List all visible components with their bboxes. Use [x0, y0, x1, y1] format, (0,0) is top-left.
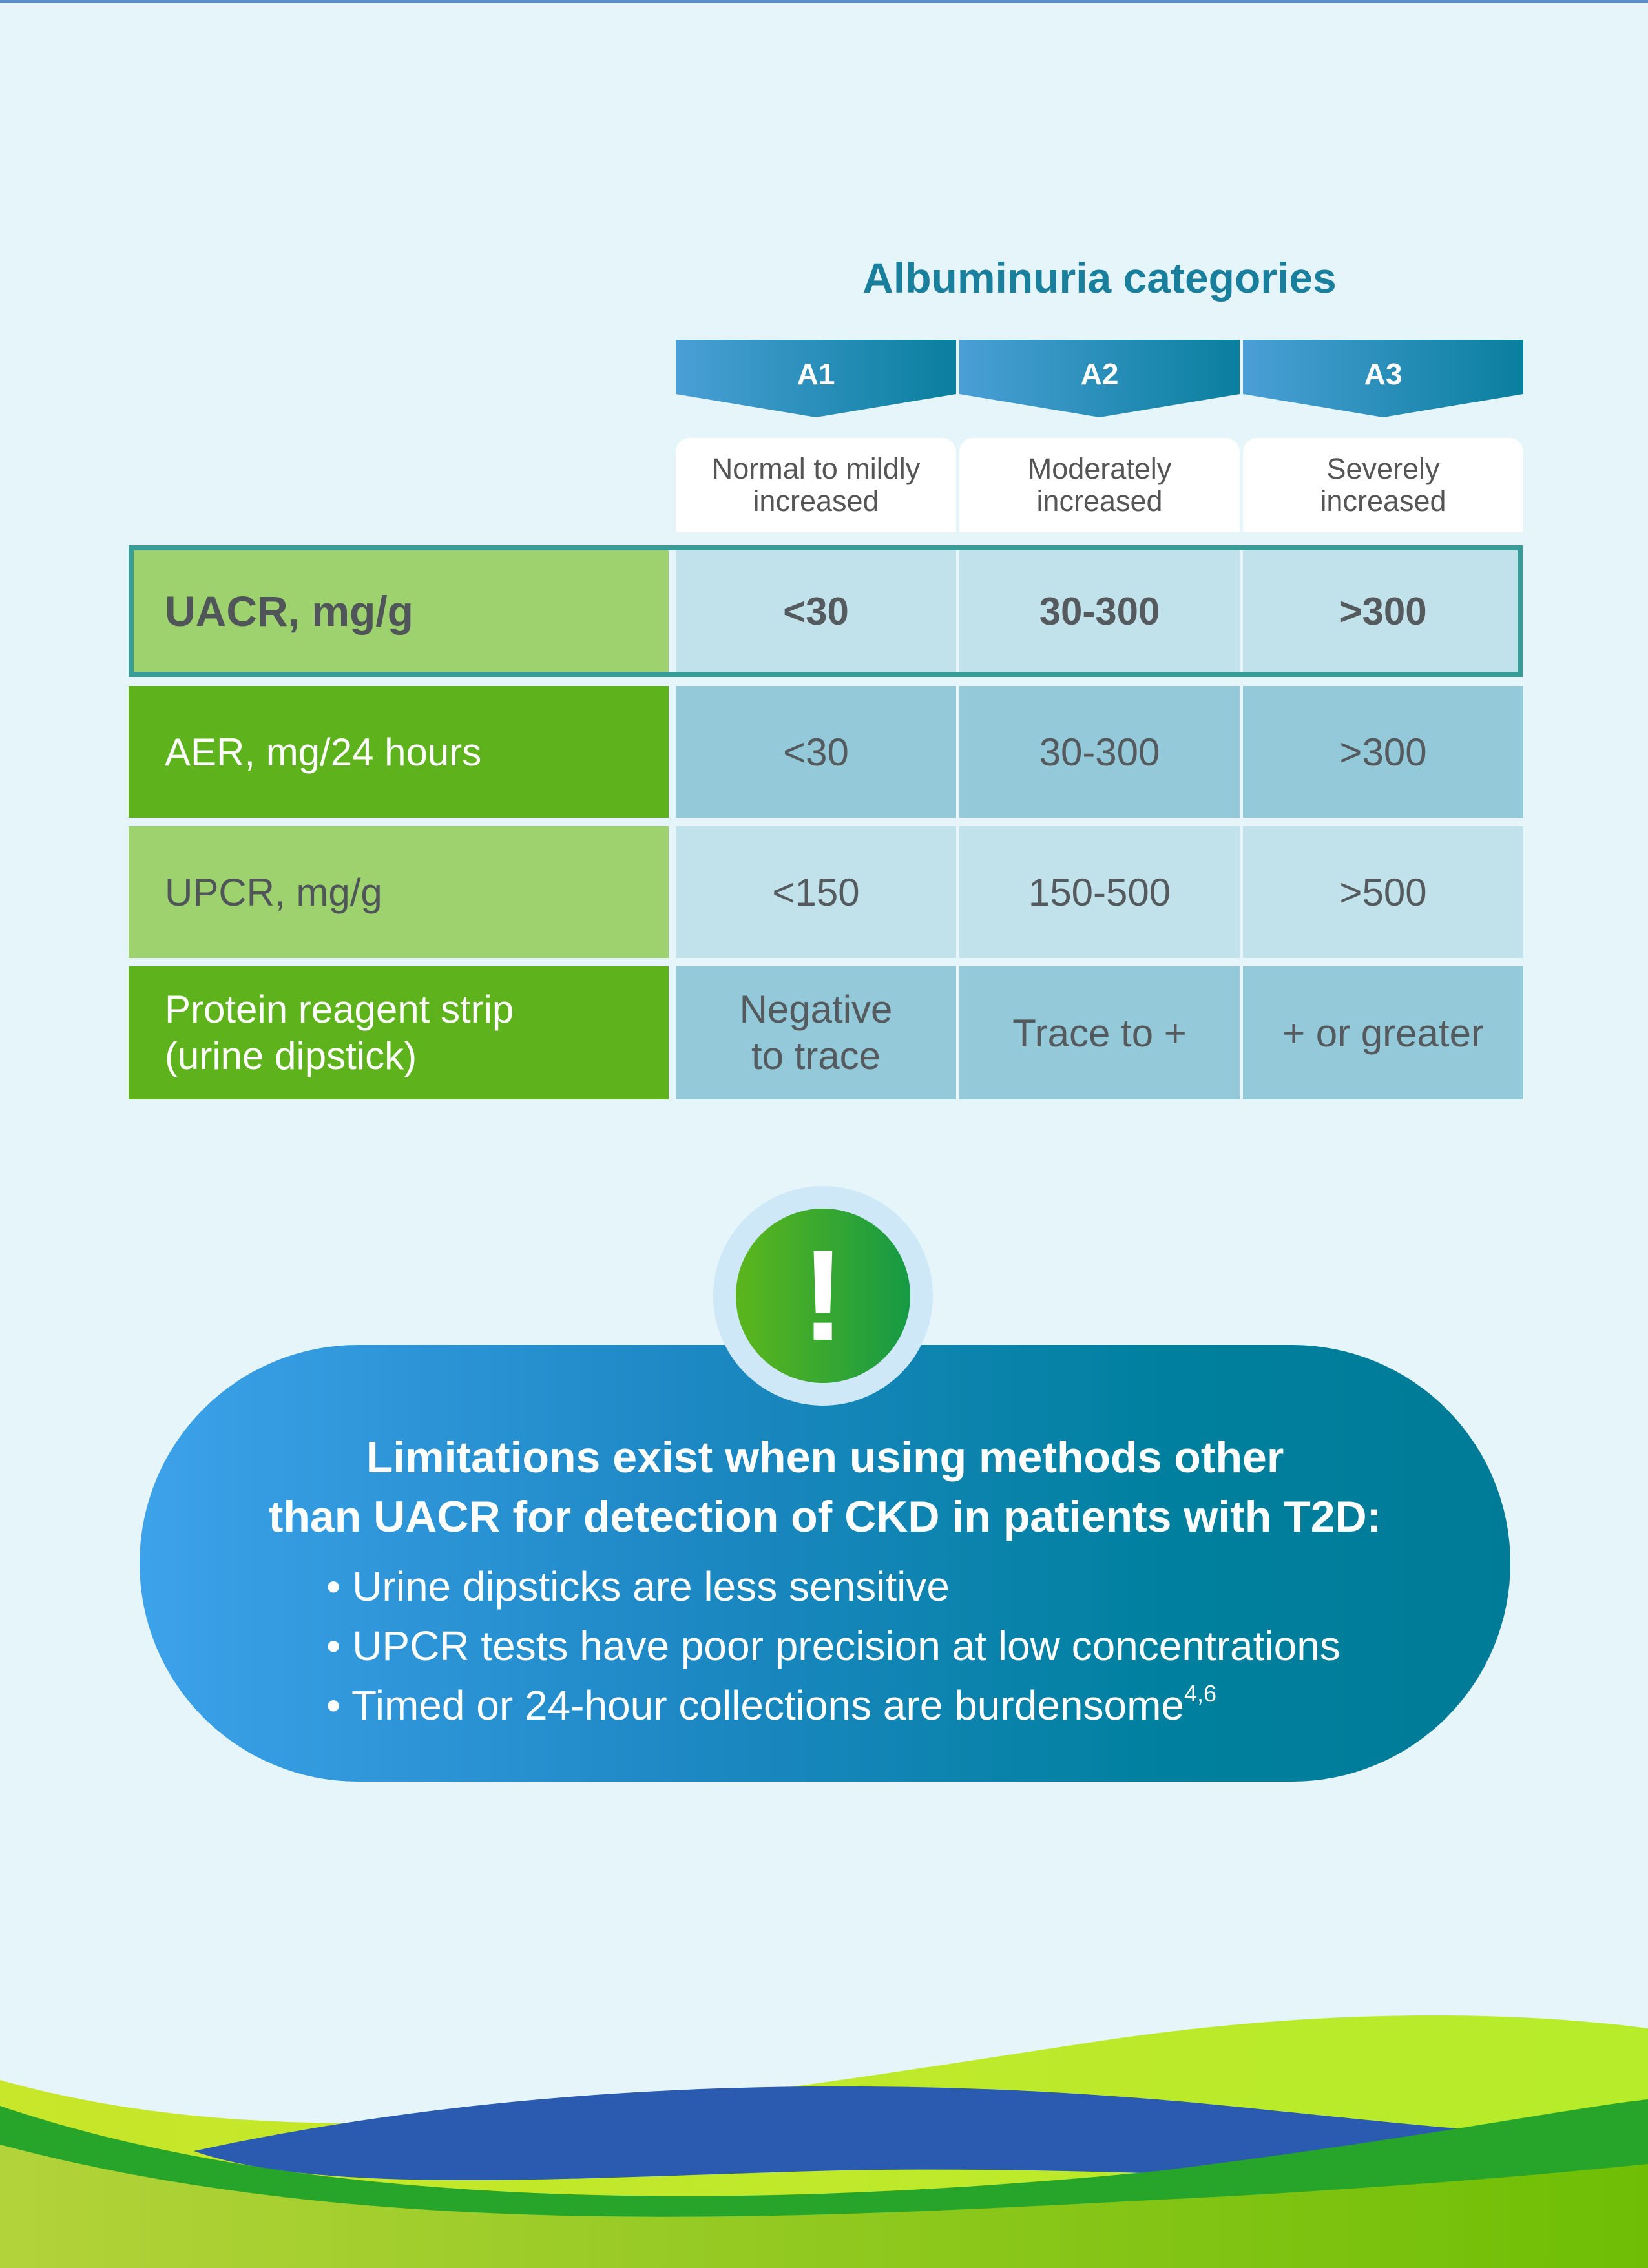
table-cell: >500	[1243, 826, 1523, 958]
column-code: A2	[1080, 357, 1119, 391]
table-cell: 30-300	[959, 545, 1240, 677]
column-tab-a1: A1	[676, 340, 956, 417]
bullet-text: Timed or 24-hour collections are burdens…	[351, 1682, 1184, 1729]
column-code: A3	[1364, 357, 1403, 391]
bullet-text: Urine dipsticks are less sensitive	[352, 1563, 950, 1610]
table-cell: Trace to +	[959, 966, 1240, 1099]
row-label-line: Protein reagent strip	[165, 988, 514, 1031]
column-description-a2: Moderately increased	[959, 438, 1240, 532]
row-label-line: (urine dipstick)	[165, 1034, 417, 1077]
column-tab-a3: A3	[1243, 340, 1523, 417]
row-label-protein-reagent-strip: Protein reagent strip (urine dipstick)	[129, 966, 669, 1099]
tab-shape	[1243, 340, 1523, 417]
bullet-marker: •	[326, 1623, 341, 1669]
callout-bullet-list: • Urine dipsticks are less sensitive • U…	[326, 1557, 1489, 1735]
limitations-callout-banner	[140, 1345, 1510, 1782]
table-cell: >300	[1243, 686, 1523, 818]
table-cell: 30-300	[959, 686, 1240, 818]
reference-superscript: 4,6	[1184, 1680, 1217, 1707]
column-code: A1	[797, 357, 835, 391]
table-cell: <150	[676, 826, 956, 958]
row-label-aer: AER, mg/24 hours	[129, 686, 669, 818]
row-label-uacr: UACR, mg/g	[129, 545, 669, 677]
exclamation-icon: !	[736, 1209, 910, 1383]
list-item: • Urine dipsticks are less sensitive	[326, 1557, 1489, 1616]
tab-shape	[959, 340, 1240, 417]
tab-shape	[676, 340, 956, 417]
callout-heading-line: Limitations exist when using methods oth…	[366, 1433, 1284, 1482]
bullet-marker: •	[326, 1563, 341, 1610]
table-cell: >300	[1243, 545, 1523, 677]
table-cell: <30	[676, 545, 956, 677]
table-cell: <30	[676, 686, 956, 818]
column-tab-a2: A2	[959, 340, 1240, 417]
table-cell: Negative to trace	[676, 966, 956, 1099]
table-cell: 150-500	[959, 826, 1240, 958]
albuminuria-categories-title: Albuminuria categories	[862, 254, 1337, 302]
callout-heading-line: than UACR for detection of CKD in patien…	[268, 1492, 1382, 1541]
column-description-a1: Normal to mildly increased	[676, 438, 956, 532]
bullet-marker: •	[326, 1682, 341, 1729]
top-border-line	[0, 0, 1648, 3]
list-item: • UPCR tests have poor precision at low …	[326, 1616, 1489, 1676]
table-cell: + or greater	[1243, 966, 1523, 1099]
column-description-a3: Severely increased	[1243, 438, 1523, 532]
callout-heading: Limitations exist when using methods oth…	[140, 1428, 1510, 1546]
decorative-wave-footer	[0, 2015, 1648, 2268]
bullet-text: UPCR tests have poor precision at low co…	[352, 1623, 1340, 1669]
row-label-upcr: UPCR, mg/g	[129, 826, 669, 958]
list-item: • Timed or 24-hour collections are burde…	[326, 1676, 1489, 1735]
